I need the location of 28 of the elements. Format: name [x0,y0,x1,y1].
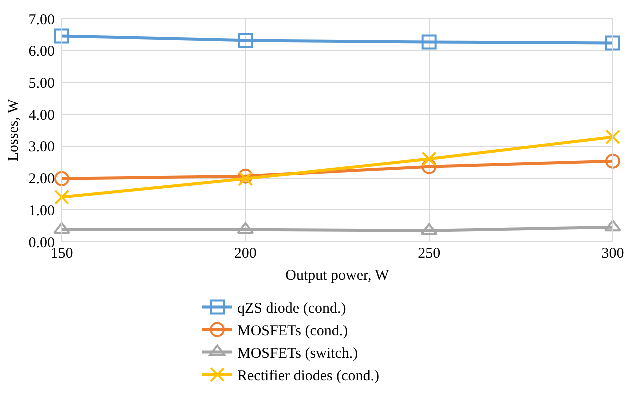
x-tick-label: 300 [602,246,624,262]
point [422,152,437,167]
y-axis-title: Losses, W [6,98,22,162]
y-tick-label: 4.00 [28,108,55,124]
point [422,34,437,50]
y-tick-label: 5.00 [28,76,55,92]
x-axis-title: Output power, W [286,268,390,284]
point [606,130,620,145]
point [54,28,70,44]
y-tick-label: 6.00 [28,44,55,60]
point [606,154,620,169]
point [606,36,620,51]
x-tick-label: 250 [418,246,441,262]
point [54,171,70,186]
point [237,222,254,234]
point [422,159,437,174]
point [238,33,254,48]
y-tick-label: 3.00 [28,140,55,156]
y-tick-label: 1.00 [28,203,55,220]
legend-label: MOSFETs (switch.) [238,346,358,362]
legend-label: qZS diode (cond.) [238,301,346,318]
y-tick-label: 2.00 [28,172,55,188]
point [420,223,438,236]
x-tick-label: 200 [234,246,257,262]
legend-label: MOSFETs (cond.) [238,324,348,340]
point [54,190,70,205]
y-tick-label: 7.00 [28,12,55,28]
legend-label: Rectifier diodes (cond.) [238,368,380,385]
